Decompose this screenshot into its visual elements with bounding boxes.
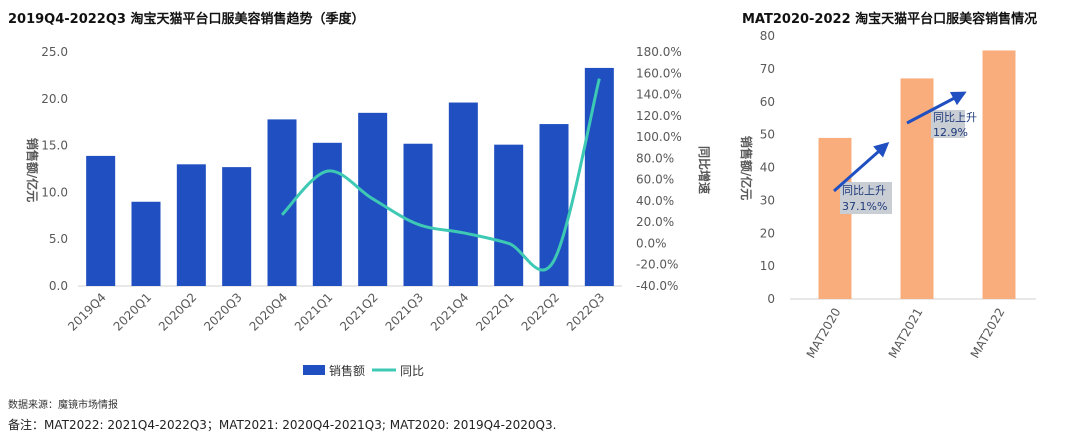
mat-y-tick-label: 30: [760, 193, 775, 207]
left-chart-title: 2019Q4-2022Q3 淘宝天猫平台口服美容销售趋势（季度）: [8, 12, 365, 27]
yoy-annotation-value-1: 37.1%%: [842, 200, 887, 213]
yoy-annotation-label-1: 同比上升: [842, 184, 886, 197]
right-y-tick-label: 120.0%: [636, 109, 682, 123]
right-y-tick-label: 60.0%: [636, 173, 674, 187]
mat-y-tick-label: 70: [760, 62, 775, 76]
bar-2019Q4: [86, 155, 116, 286]
bar-2021Q1: [312, 142, 342, 286]
x-tick-label: 2022Q1: [473, 290, 517, 334]
mat-x-tick-label: MAT2022: [968, 306, 1008, 361]
right-y-tick-label: -40.0%: [636, 279, 678, 293]
mat-y-tick-label: 0: [767, 292, 775, 306]
x-tick-label: 2020Q2: [156, 290, 200, 334]
right-y-tick-label: 20.0%: [636, 215, 674, 229]
right-y-tick-label: 0.0%: [636, 236, 667, 250]
growth-arrow-2: [906, 91, 967, 125]
mat-bar-MAT2022: [982, 50, 1016, 300]
left-y-tick-label: 10.0: [41, 185, 68, 199]
right-y-axis-title: 同比增速: [697, 146, 712, 194]
yoy-annotation-value-2: 12.9%: [933, 126, 968, 139]
mat-y-tick-label: 80: [760, 29, 775, 43]
growth-arrow-1: [833, 142, 890, 193]
mat-y-tick-label: 10: [760, 259, 775, 273]
x-tick-label: 2021Q3: [383, 290, 427, 334]
right-y-tick-label: 40.0%: [636, 194, 674, 208]
right-y-tick-label: -20.0%: [636, 258, 678, 272]
yoy-annotation-label-2: 同比上升: [933, 111, 977, 124]
left-y-tick-label: 0.0: [49, 279, 68, 293]
x-tick-label: 2021Q2: [337, 290, 381, 334]
legend-label-yoy: 同比: [400, 364, 424, 378]
x-tick-label: 2020Q3: [201, 290, 245, 334]
bar-2020Q1: [131, 201, 161, 286]
left-y-tick-label: 25.0: [41, 45, 68, 59]
bar-2021Q3: [403, 143, 433, 286]
right-chart-title: MAT2020-2022 淘宝天猫平台口服美容销售情况: [742, 12, 1038, 27]
left-y-tick-label: 5.0: [49, 232, 68, 246]
yoy-annotation-box-1: [840, 182, 892, 214]
left-y-tick-label: 15.0: [41, 139, 68, 153]
legend-swatch-sales: [303, 365, 325, 375]
x-tick-label: 2019Q4: [65, 290, 109, 334]
bar-2020Q2: [176, 164, 206, 286]
mat-bar-MAT2020: [818, 137, 852, 299]
x-tick-label: 2022Q3: [564, 290, 608, 334]
x-tick-label: 2021Q4: [428, 290, 472, 334]
data-source-note: 数据来源：魔镜市场情报: [8, 400, 118, 411]
mat-y-tick-label: 40: [760, 161, 775, 175]
mat-bar-MAT2021: [900, 78, 934, 299]
mat-y-tick-label: 60: [760, 95, 775, 109]
yoy-annotation-box-2: [931, 110, 965, 138]
bar-2020Q3: [222, 167, 252, 286]
right-y-tick-label: 100.0%: [636, 130, 682, 144]
mat-y-tick-label: 50: [760, 128, 775, 142]
x-tick-label: 2020Q4: [247, 290, 291, 334]
right-y-tick-label: 180.0%: [636, 45, 682, 59]
yoy-line-series: [280, 78, 601, 272]
x-tick-label: 2021Q1: [292, 290, 336, 334]
remark-note: 备注：MAT2022: 2021Q4-2022Q3；MAT2021: 2020Q…: [8, 418, 557, 432]
left-y-axis-title: 销售额/亿元: [25, 138, 40, 202]
x-tick-label: 2020Q1: [111, 290, 155, 334]
bar-2021Q4: [448, 102, 478, 286]
x-tick-label: 2022Q2: [519, 290, 563, 334]
right-y-tick-label: 160.0%: [636, 66, 682, 80]
right-y-tick-label: 80.0%: [636, 151, 674, 165]
bar-2022Q1: [494, 144, 524, 286]
mat-x-tick-label: MAT2021: [886, 306, 926, 361]
right-y-tick-label: 140.0%: [636, 88, 682, 102]
left-y-tick-label: 20.0: [41, 92, 68, 106]
legend-label-sales: 销售额: [329, 363, 365, 378]
bar-2022Q3: [584, 67, 614, 286]
mat-y-axis-title: 销售额/亿元: [739, 136, 754, 200]
mat-x-tick-label: MAT2020: [804, 306, 844, 361]
mat-y-tick-label: 20: [760, 226, 775, 240]
